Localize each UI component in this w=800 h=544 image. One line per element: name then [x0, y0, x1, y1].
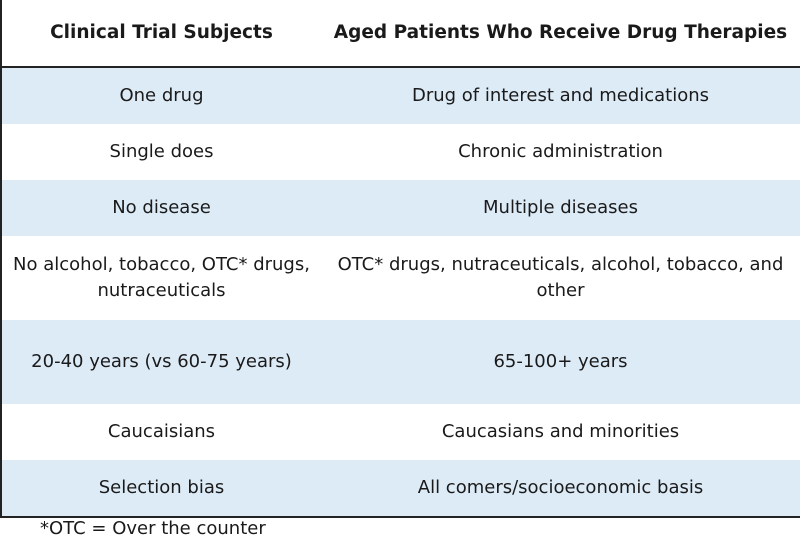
cell-aged: All comers/socioeconomic basis: [417, 477, 704, 498]
cell-clinical: No disease: [112, 197, 211, 218]
cell-clinical: 20-40 years (vs 60-75 years): [31, 351, 292, 372]
header-aged-patients: Aged Patients Who Receive Drug Therapies: [333, 22, 788, 43]
footnote: *OTC = Over the counter: [40, 518, 266, 539]
cell-clinical: Caucaisians: [107, 421, 216, 442]
table-header-row: Clinical Trial Subjects Aged Patients Wh…: [2, 0, 800, 68]
table-row: 20-40 years (vs 60-75 years) 65-100+ yea…: [2, 320, 800, 404]
cell-clinical: Single does: [109, 141, 214, 162]
cell-aged: Drug of interest and medications: [411, 85, 710, 106]
table-row: One drug Drug of interest and medication…: [2, 68, 800, 124]
header-clinical-trial-subjects: Clinical Trial Subjects: [50, 22, 273, 43]
cell-clinical: No alcohol, tobacco, OTC* drugs, nutrace…: [13, 254, 310, 301]
cell-clinical: One drug: [119, 85, 204, 106]
cell-aged: Caucasians and minorities: [441, 421, 680, 442]
table-row: Caucaisians Caucasians and minorities: [2, 404, 800, 460]
table-row: No alcohol, tobacco, OTC* drugs, nutrace…: [2, 236, 800, 320]
cell-clinical: Selection bias: [98, 477, 225, 498]
table-row: No disease Multiple diseases: [2, 180, 800, 236]
table-row: Single does Chronic administration: [2, 124, 800, 180]
cell-aged: Chronic administration: [458, 141, 663, 162]
cell-aged: OTC* drugs, nutraceuticals, alcohol, tob…: [337, 254, 784, 301]
cell-aged: Multiple diseases: [483, 197, 638, 218]
table-row: Selection bias All comers/socioeconomic …: [2, 460, 800, 516]
cell-aged: 65-100+ years: [493, 351, 628, 372]
comparison-table: Clinical Trial Subjects Aged Patients Wh…: [0, 0, 800, 518]
